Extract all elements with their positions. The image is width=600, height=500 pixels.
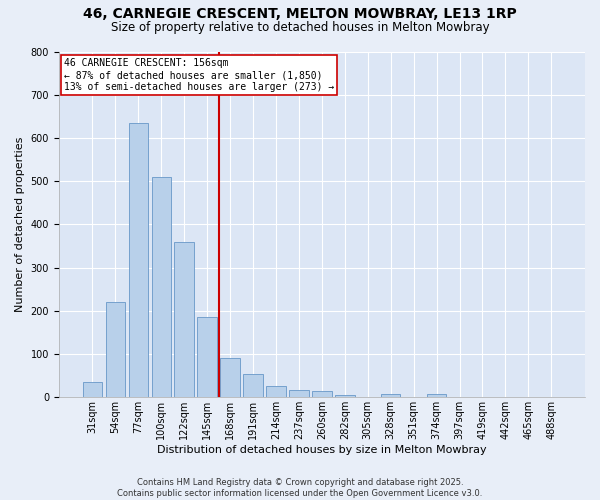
Text: Size of property relative to detached houses in Melton Mowbray: Size of property relative to detached ho… — [110, 21, 490, 34]
Bar — [220, 358, 240, 398]
Text: Contains HM Land Registry data © Crown copyright and database right 2025.
Contai: Contains HM Land Registry data © Crown c… — [118, 478, 482, 498]
Bar — [312, 391, 332, 398]
Bar — [244, 374, 263, 398]
Bar — [83, 382, 102, 398]
Bar — [427, 394, 446, 398]
Bar — [197, 318, 217, 398]
Bar — [152, 177, 171, 398]
X-axis label: Distribution of detached houses by size in Melton Mowbray: Distribution of detached houses by size … — [157, 445, 487, 455]
Bar — [175, 242, 194, 398]
Text: 46 CARNEGIE CRESCENT: 156sqm
← 87% of detached houses are smaller (1,850)
13% of: 46 CARNEGIE CRESCENT: 156sqm ← 87% of de… — [64, 58, 334, 92]
Bar — [128, 123, 148, 398]
Bar — [335, 395, 355, 398]
Text: 46, CARNEGIE CRESCENT, MELTON MOWBRAY, LE13 1RP: 46, CARNEGIE CRESCENT, MELTON MOWBRAY, L… — [83, 8, 517, 22]
Bar — [266, 386, 286, 398]
Y-axis label: Number of detached properties: Number of detached properties — [15, 136, 25, 312]
Bar — [289, 390, 308, 398]
Bar — [106, 302, 125, 398]
Bar — [381, 394, 400, 398]
